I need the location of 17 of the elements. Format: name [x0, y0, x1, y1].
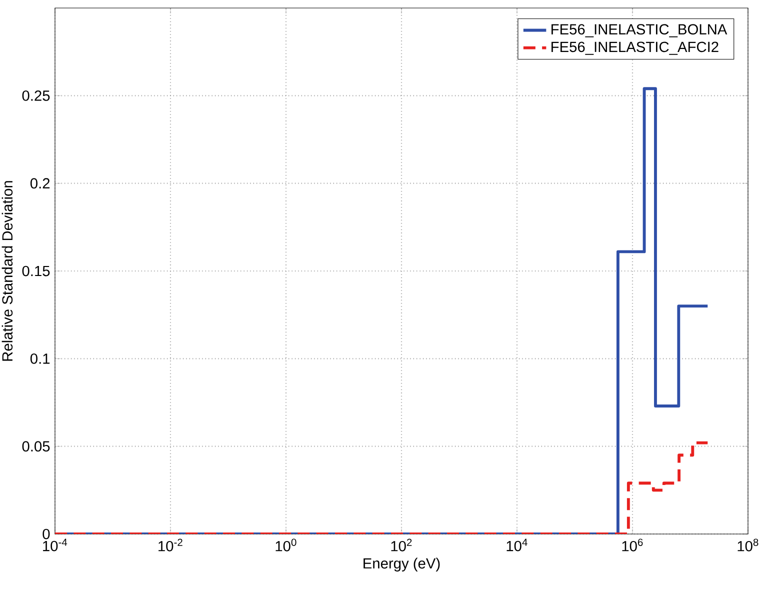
x-axis-title: Energy (eV) — [364, 558, 440, 572]
x-tick-label: 10$^{6}$ — [622, 538, 643, 552]
y-axis-title: Relative Standard Deviation — [2, 181, 13, 361]
x-tick-label: 10$^{4}$ — [506, 538, 528, 552]
y-tick-label: 0 — [42, 528, 50, 540]
legend-label: FE56_INELASTIC_AFCI2 — [552, 42, 718, 55]
y-tick-label: 0.2 — [30, 178, 50, 189]
y-tick-label: 0.25 — [22, 90, 50, 101]
y-tick-label: 0.1 — [30, 353, 50, 364]
x-tick-label: 10$^{0}$ — [276, 538, 296, 552]
y-tick-label: 0.05 — [22, 441, 50, 452]
legend-label: FE56_INELASTIC_BOLNA — [552, 24, 728, 38]
x-tick-label: 10$^{-2}$ — [158, 538, 182, 552]
x-tick-label: 10$^{-4}$ — [43, 538, 68, 552]
y-tick-label: 0.15 — [22, 266, 50, 276]
x-tick-label: 10$^{2}$ — [391, 538, 412, 552]
x-tick-label: 10$^{8}$ — [738, 538, 758, 552]
